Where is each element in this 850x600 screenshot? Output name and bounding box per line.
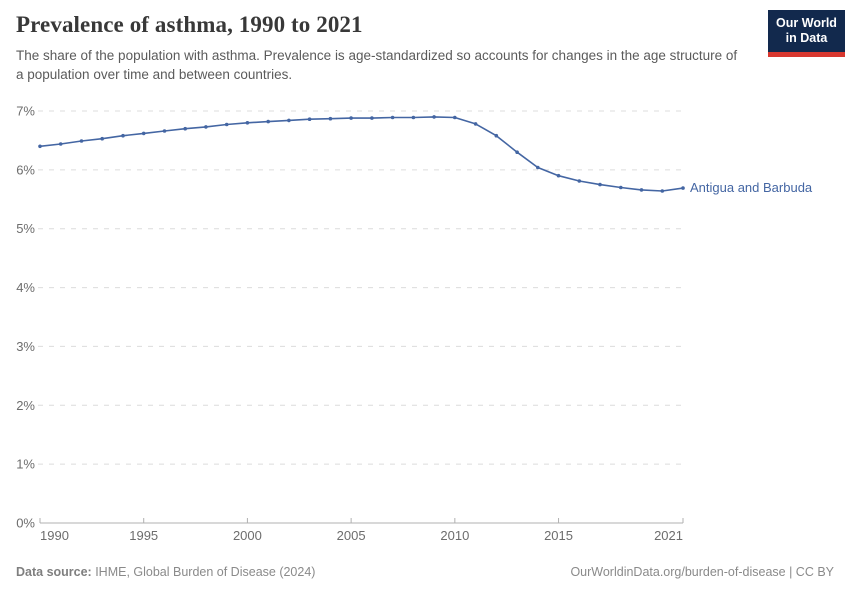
x-tick-label: 2010 [440,528,469,543]
data-point[interactable] [556,173,561,178]
y-tick-label: 1% [16,457,35,472]
data-point[interactable] [204,125,208,129]
data-point[interactable] [681,186,685,190]
data-point[interactable] [432,115,436,119]
owid-logo-line2: in Data [785,31,828,46]
data-point[interactable] [162,129,167,133]
data-point[interactable] [266,119,271,124]
y-tick-label: 6% [16,162,35,177]
data-source-text: IHME, Global Burden of Disease (2024) [91,565,316,579]
data-point[interactable] [307,117,312,121]
y-tick-label: 3% [16,339,35,354]
chart-footer: Data source: IHME, Global Burden of Dise… [16,565,834,579]
x-tick-label: 1995 [129,528,158,543]
data-source-label: Data source: [16,565,92,579]
x-tick-label: 2005 [337,528,366,543]
data-point[interactable] [639,188,644,192]
data-point[interactable] [58,142,63,146]
x-tick-label: 2000 [233,528,262,543]
data-point[interactable] [473,122,478,126]
credit-link[interactable]: OurWorldinData.org/burden-of-disease | C… [570,565,834,579]
x-tick-label: 2015 [544,528,573,543]
owid-logo: Our World in Data [768,10,845,57]
data-point[interactable] [536,165,540,170]
data-point[interactable] [660,189,665,193]
data-point[interactable] [370,116,374,120]
page-title: Prevalence of asthma, 1990 to 2021 [16,12,363,37]
y-tick-label: 0% [16,516,35,531]
series-line[interactable] [39,116,684,192]
data-point[interactable] [79,139,84,143]
data-point[interactable] [287,118,291,123]
owid-logo-line1: Our World [776,16,837,30]
data-point[interactable] [453,115,457,120]
x-tick-label: 2021 [654,528,683,543]
y-tick-label: 4% [16,280,35,295]
x-tick-label: 1990 [40,528,69,543]
data-point[interactable] [224,122,229,127]
data-point[interactable] [411,115,416,120]
chart-subtitle: The share of the population with asthma.… [16,48,738,82]
data-point[interactable] [121,133,125,138]
y-tick-label: 5% [16,221,35,236]
data-point[interactable] [515,150,519,154]
data-point[interactable] [577,179,582,183]
data-point[interactable] [141,131,146,136]
data-point[interactable] [619,185,623,190]
data-point[interactable] [349,116,353,120]
data-point[interactable] [183,126,187,131]
data-source: Data source: IHME, Global Burden of Dise… [16,565,315,579]
chart-header: Prevalence of asthma, 1990 to 2021 The s… [16,12,756,84]
data-point[interactable] [390,115,395,120]
data-point[interactable] [38,144,42,149]
data-point[interactable] [494,133,499,138]
data-point[interactable] [245,121,250,125]
data-point[interactable] [598,182,602,187]
series-label[interactable]: Antigua and Barbuda [690,180,813,195]
data-point[interactable] [100,136,104,141]
y-tick-label: 2% [16,398,35,413]
data-point[interactable] [328,116,333,121]
chart-canvas[interactable]: 0% 1% 2% 3% 4% 5% 6% 7% 1990 1995 2000 2005 2010 2015… [0,90,850,565]
y-tick-label: 7% [16,104,35,119]
